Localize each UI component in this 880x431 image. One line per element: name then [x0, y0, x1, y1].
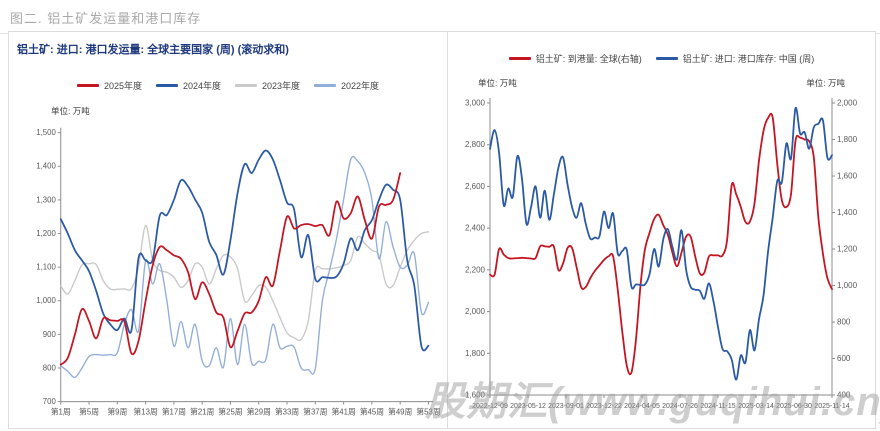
legend-label: 2024年度 — [182, 81, 221, 91]
svg-text:1,600: 1,600 — [837, 172, 858, 181]
svg-text:2023-12-22: 2023-12-22 — [586, 403, 622, 410]
legend-label: 2023年度 — [262, 81, 301, 91]
svg-text:2025-03-14: 2025-03-14 — [738, 403, 774, 410]
svg-text:2024-07-26: 2024-07-26 — [662, 403, 698, 410]
legend-item: 2023年度 — [235, 79, 300, 92]
left-chart-panel: 铝土矿: 进口: 港口发运量: 全球主要国家 (周) (滚动求和) 2025年度… — [9, 32, 448, 428]
left-chart-legend: 2025年度 2024年度 2023年度 2022年度 — [9, 79, 447, 92]
right-chart-panel: 铝土矿: 到港量: 全球(右轴) 铝土矿: 进口: 港口库存: 中国 (周) 单位… — [448, 32, 875, 428]
svg-text:第25周: 第25周 — [218, 406, 242, 416]
left-chart-title: 铝土矿: 进口: 港口发运量: 全球主要国家 (周) (滚动求和) — [17, 44, 289, 56]
legend-label: 2022年度 — [341, 81, 380, 91]
svg-text:1,800: 1,800 — [837, 135, 858, 144]
page-title: 图二. 铝土矿发运量和港口库存 — [0, 0, 880, 34]
svg-text:1,000: 1,000 — [837, 281, 858, 290]
svg-text:第17周: 第17周 — [162, 406, 186, 416]
legend-swatch — [314, 84, 337, 87]
legend-item: 2022年度 — [314, 79, 379, 92]
svg-text:第53周: 第53周 — [416, 406, 440, 416]
svg-text:第29周: 第29周 — [247, 406, 271, 416]
legend-swatch — [235, 84, 257, 87]
svg-text:第49周: 第49周 — [388, 406, 412, 416]
svg-text:第33周: 第33周 — [275, 406, 299, 416]
legend-swatch — [76, 84, 99, 87]
svg-text:第5周: 第5周 — [79, 406, 99, 416]
legend-label: 2025年度 — [103, 81, 142, 91]
legend-item: 铝土矿: 进口: 港口库存: 中国 (周) — [655, 52, 815, 65]
svg-text:2023-09-01: 2023-09-01 — [548, 403, 584, 410]
svg-text:第21周: 第21周 — [190, 406, 214, 416]
svg-text:1,400: 1,400 — [36, 162, 56, 171]
right-chart-unit-right-label: 单位: 万吨 — [806, 78, 845, 88]
svg-text:2,000: 2,000 — [837, 99, 858, 108]
svg-text:1,800: 1,800 — [465, 349, 486, 358]
legend-swatch — [655, 57, 678, 60]
svg-text:1,000: 1,000 — [36, 296, 56, 305]
svg-text:第41周: 第41周 — [331, 406, 355, 416]
charts-container: 铝土矿: 进口: 港口发运量: 全球主要国家 (周) (滚动求和) 2025年度… — [8, 31, 876, 429]
svg-text:1,200: 1,200 — [837, 245, 858, 254]
shipments-line-chart: 700 800 900 1,000 1,100 1,200 1,300 1,400 1,500 第… — [36, 127, 441, 416]
legend-swatch — [155, 84, 178, 87]
svg-text:3,000: 3,000 — [465, 99, 486, 108]
svg-text:2023-05-12: 2023-05-12 — [510, 403, 546, 410]
right-chart-unit-left-label: 单位: 万吨 — [478, 78, 517, 88]
svg-text:1,600: 1,600 — [465, 391, 486, 400]
svg-text:1,400: 1,400 — [837, 208, 858, 217]
svg-text:1,500: 1,500 — [36, 128, 56, 137]
legend-item: 2025年度 — [76, 79, 142, 92]
legend-label: 铝土矿: 进口: 港口库存: 中国 (周) — [682, 54, 815, 64]
svg-text:800: 800 — [837, 318, 851, 327]
legend-swatch — [508, 57, 531, 60]
right-chart-units-row: 单位: 万吨 单位: 万吨 — [478, 77, 845, 89]
svg-text:900: 900 — [43, 330, 57, 339]
legend-item: 2024年度 — [155, 79, 221, 92]
svg-text:1,100: 1,100 — [36, 263, 56, 272]
svg-text:2,000: 2,000 — [465, 307, 486, 316]
svg-text:1,300: 1,300 — [36, 195, 56, 204]
svg-text:第45周: 第45周 — [360, 406, 384, 416]
svg-text:2025-11-14: 2025-11-14 — [814, 403, 849, 410]
legend-item: 铝土矿: 到港量: 全球(右轴) — [508, 52, 642, 65]
svg-text:800: 800 — [43, 363, 57, 372]
svg-text:1,200: 1,200 — [36, 229, 56, 238]
svg-text:第37周: 第37周 — [303, 406, 327, 416]
svg-text:2,400: 2,400 — [465, 224, 486, 233]
svg-text:600: 600 — [837, 354, 851, 363]
svg-text:700: 700 — [43, 397, 57, 406]
right-chart-legend: 铝土矿: 到港量: 全球(右轴) 铝土矿: 进口: 港口库存: 中国 (周) — [448, 52, 875, 65]
svg-text:2024-04-05: 2024-04-05 — [624, 403, 660, 410]
svg-text:400: 400 — [837, 391, 851, 400]
svg-text:第13周: 第13周 — [133, 406, 157, 416]
svg-text:2,800: 2,800 — [465, 140, 486, 149]
left-chart-unit-label: 单位: 万吨 — [51, 106, 90, 116]
svg-text:2,200: 2,200 — [465, 265, 486, 274]
inventory-line-chart: 1,600 1,800 2,000 2,200 2,400 2,600 2,800 3,000… — [465, 98, 858, 410]
svg-text:第1周: 第1周 — [51, 406, 71, 416]
svg-text:2024-11-15: 2024-11-15 — [700, 403, 735, 410]
svg-text:第9周: 第9周 — [107, 406, 127, 416]
svg-text:2025-06-30: 2025-06-30 — [776, 403, 812, 410]
svg-text:2,600: 2,600 — [465, 182, 486, 191]
legend-label: 铝土矿: 到港量: 全球(右轴) — [535, 54, 642, 64]
svg-text:2022-12-09: 2022-12-09 — [472, 403, 508, 410]
